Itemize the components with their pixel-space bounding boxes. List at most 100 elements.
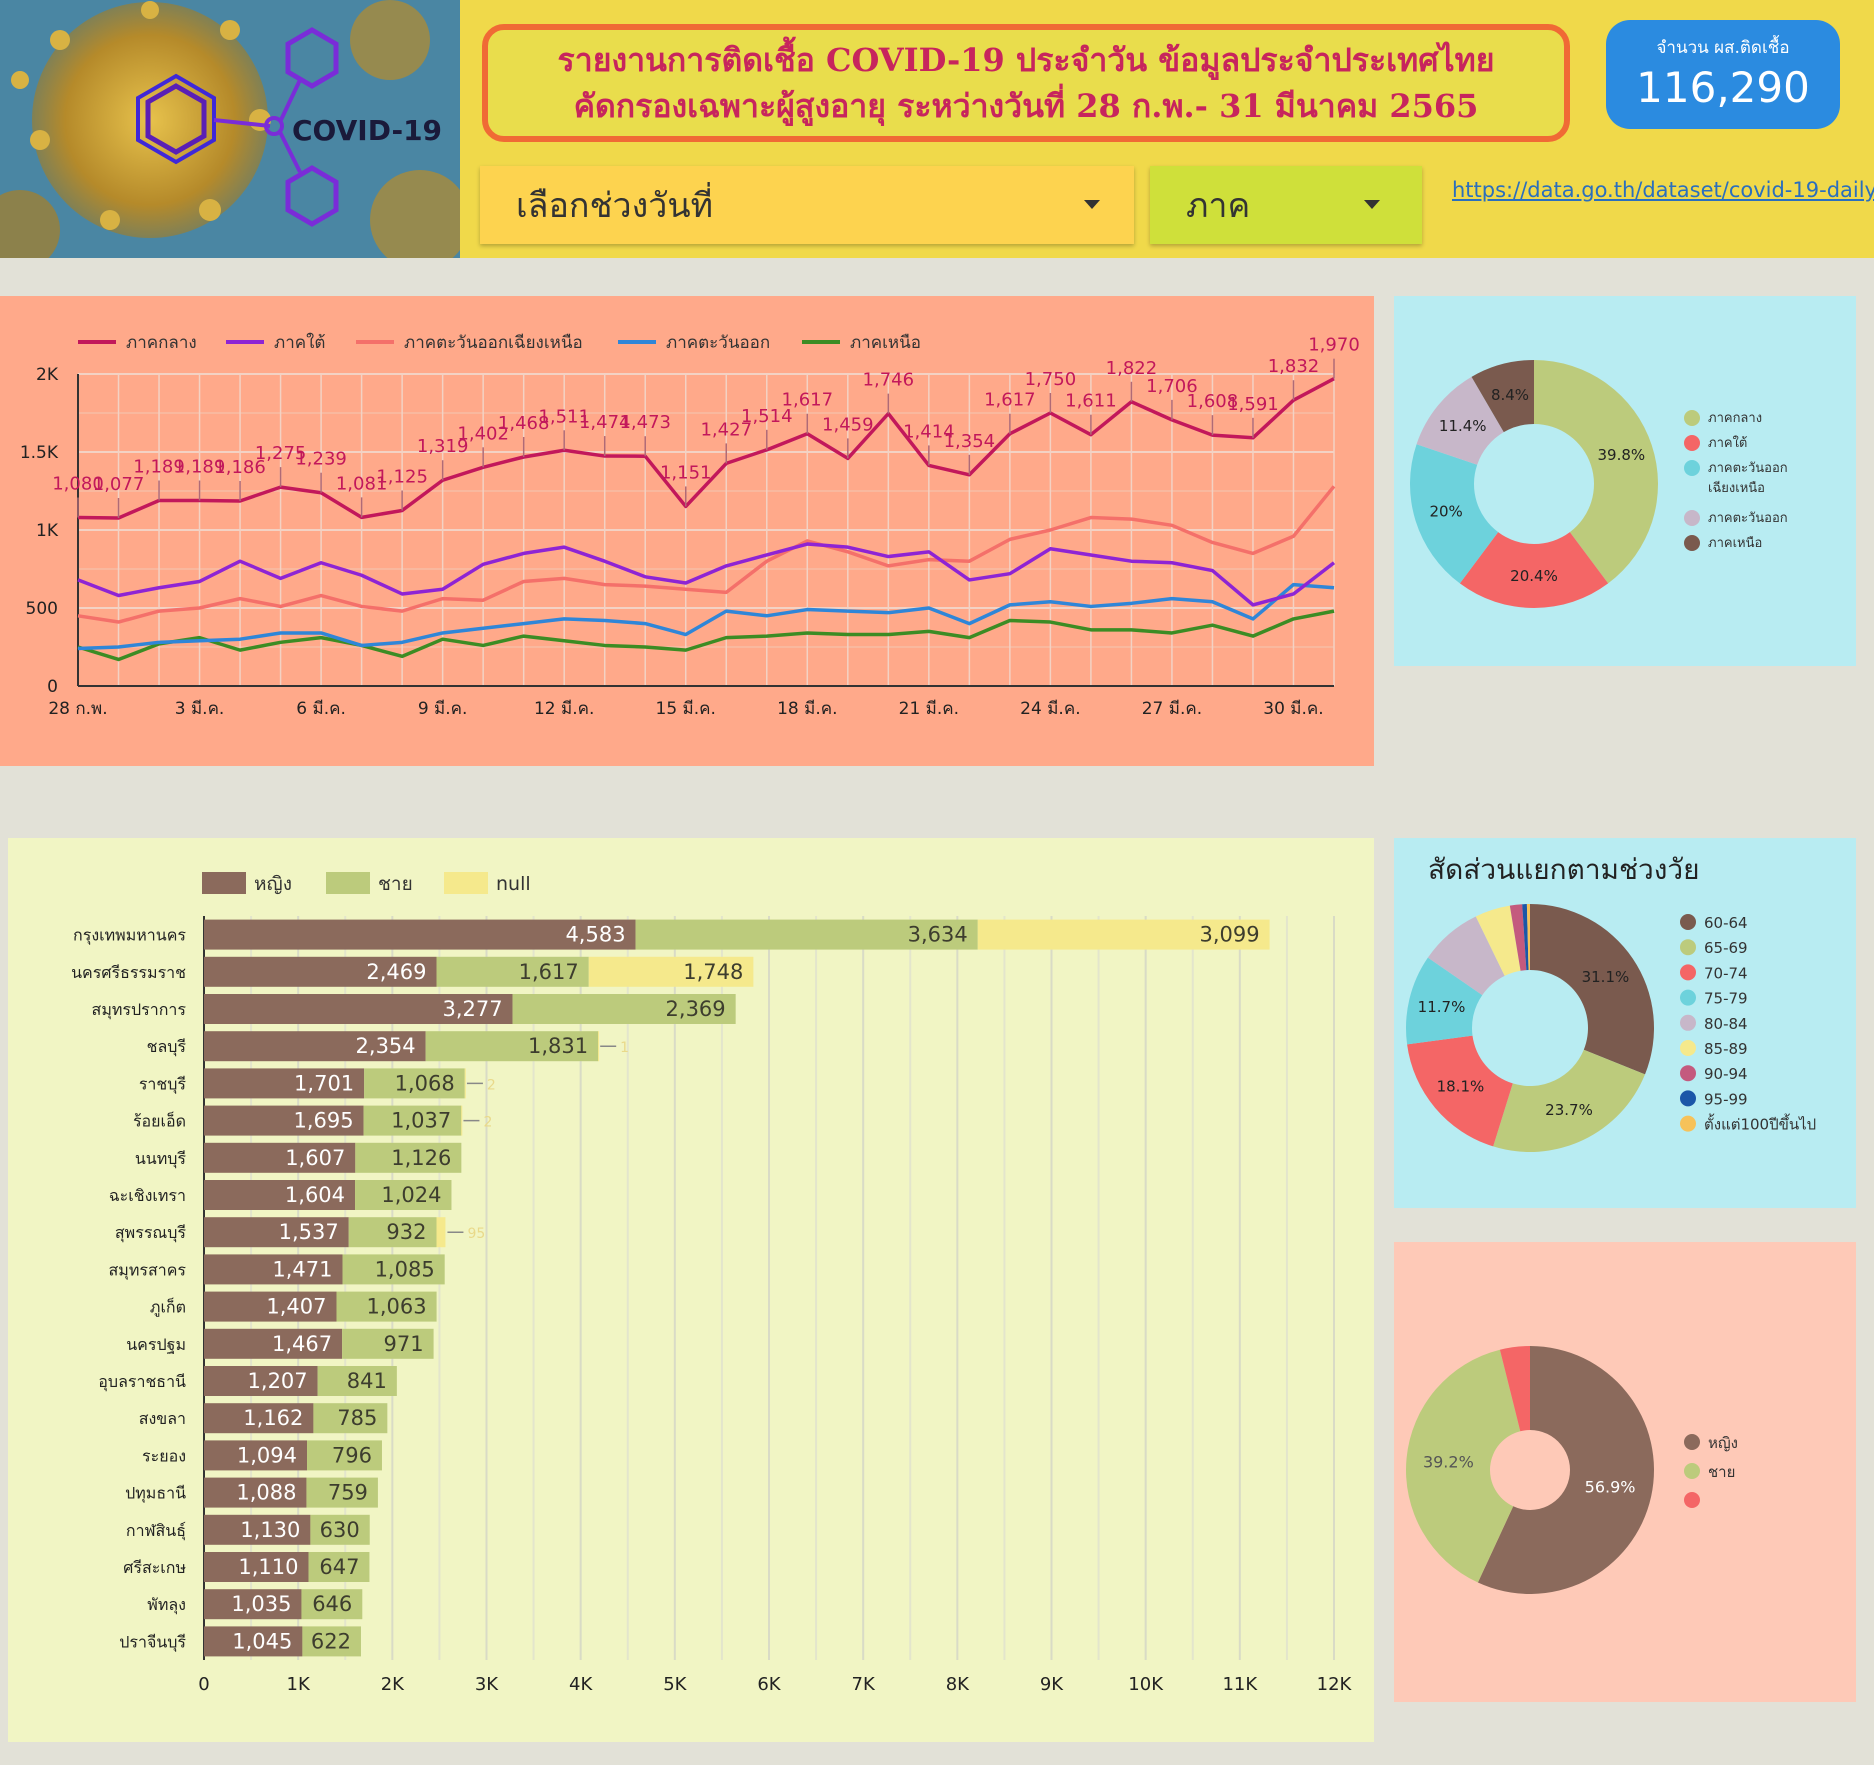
infected-count-value: 116,290	[1636, 63, 1810, 112]
bar-segment	[204, 1589, 302, 1620]
bar-value-label: 796	[332, 1443, 372, 1467]
bar-value-label: 622	[311, 1629, 351, 1653]
age-legend-swatch	[1680, 1115, 1696, 1132]
bar-value-label: 1	[620, 1040, 629, 1056]
legend-label: ภาคตะวันออกเฉียงเหนือ	[404, 333, 583, 353]
bar-value-label: 3,634	[908, 923, 968, 947]
age-legend-label: 85-89	[1704, 1040, 1748, 1058]
bar-segment	[342, 1254, 445, 1285]
data-source-link[interactable]: https://data.go.th/dataset/covid-19-dail…	[1452, 178, 1874, 202]
data-label: 1,750	[1025, 369, 1077, 390]
x-tick-label: 3K	[475, 1674, 499, 1695]
legend-label: ภาคเหนือ	[850, 333, 921, 353]
region-dropdown-label: ภาค	[1186, 186, 1251, 226]
bar-value-label: 1,126	[391, 1146, 451, 1170]
age-legend-swatch	[1680, 964, 1696, 981]
x-tick-label: 24 มี.ค.	[1020, 699, 1080, 719]
bar-segment	[436, 956, 589, 987]
bar-value-label: 1,407	[266, 1295, 326, 1319]
bar-value-label: 1,604	[285, 1183, 345, 1207]
bar-value-label: 785	[337, 1406, 377, 1430]
y-tick-label: 500	[26, 599, 58, 619]
gender-legend-label: หญิง	[1708, 1434, 1738, 1452]
bar-legend-swatch	[444, 872, 488, 894]
bar-segment	[363, 1105, 462, 1136]
x-tick-label: 10K	[1128, 1674, 1164, 1695]
bar-segment	[348, 1217, 437, 1248]
chevron-down-icon	[1364, 200, 1380, 209]
region-legend-label: ภาคตะวันออก	[1708, 461, 1788, 476]
report-title-line2: คัดกรองเฉพาะผู้สูงอายุ ระหว่างวันที่ 28 …	[573, 87, 1479, 125]
data-label: 1,077	[93, 474, 145, 495]
data-label: 1,970	[1308, 335, 1360, 356]
bar-value-label: 1,088	[236, 1481, 296, 1505]
bar-value-label: 1,068	[395, 1071, 455, 1095]
data-label: 1,354	[944, 431, 996, 452]
bar-value-label: 1,037	[391, 1109, 451, 1133]
covid-logo-image: COVID-19	[0, 0, 460, 258]
category-label: ชลบุรี	[147, 1037, 187, 1057]
bar-segment	[204, 1180, 356, 1210]
x-tick-label: 1K	[287, 1674, 311, 1695]
bar-legend-label: หญิง	[254, 873, 292, 895]
region-dropdown[interactable]: ภาค	[1150, 166, 1422, 244]
region-legend-label: เฉียงเหนือ	[1708, 480, 1765, 496]
region-pct-label: 20%	[1429, 502, 1462, 520]
region-legend-swatch	[1684, 510, 1700, 526]
bar-value-label: 2,369	[666, 997, 726, 1021]
age-pct-label: 31.1%	[1582, 968, 1630, 986]
bar-value-label: 1,748	[683, 960, 743, 984]
region-slice	[1416, 376, 1504, 465]
age-slice	[1475, 905, 1521, 976]
infected-count-card: จำนวน ผส.ติดเชื้อ 116,290	[1606, 20, 1840, 129]
age-legend-label: 80-84	[1704, 1015, 1748, 1033]
y-tick-label: 2K	[36, 365, 59, 385]
bar-segment	[301, 1589, 363, 1620]
category-label: สมุทรสาคร	[109, 1260, 187, 1280]
series-line	[77, 377, 1335, 520]
x-tick-label: 8K	[946, 1674, 970, 1695]
gender-pct-label: 56.9%	[1585, 1478, 1636, 1497]
bar-segment	[204, 1477, 307, 1508]
region-legend-label: ภาคตะวันออก	[1708, 511, 1788, 526]
region-legend-swatch	[1684, 535, 1700, 551]
series-line	[77, 485, 1336, 624]
region-legend-swatch	[1684, 460, 1700, 476]
region-pct-label: 39.8%	[1597, 446, 1645, 464]
bar-value-label: 1,607	[285, 1146, 345, 1170]
bar-segment	[204, 1068, 365, 1099]
age-legend-swatch	[1680, 939, 1696, 956]
age-slice	[1427, 916, 1505, 996]
age-slice	[1407, 1035, 1513, 1147]
line-chart-svg: ภาคกลาง ภาคใต้ ภาคตะวันออกเฉียงเหนือ ภาคตะว…	[20, 332, 1360, 719]
series-line	[77, 609, 1335, 662]
date-range-dropdown[interactable]: เลือกช่วงวันที่	[480, 166, 1134, 244]
data-label: 1,125	[376, 467, 428, 488]
data-label: 1,189	[133, 457, 185, 478]
x-tick-label: 27 มี.ค.	[1142, 699, 1202, 719]
gender-slice	[1499, 1346, 1530, 1432]
bar-segment	[204, 1514, 311, 1545]
bar-segment	[461, 1105, 463, 1136]
daily-cases-by-region-line-chart: ภาคกลาง ภาคใต้ ภาคตะวันออกเฉียงเหนือ ภาคตะว…	[0, 296, 1374, 766]
category-label: สุพรรณบุรี	[115, 1223, 187, 1243]
bar-segment	[204, 956, 437, 987]
bar-segment	[512, 994, 736, 1024]
bar-value-label: 1,831	[528, 1034, 588, 1058]
data-label: 1,474	[579, 412, 631, 433]
region-pct-label: 20.4%	[1510, 567, 1558, 585]
bar-value-label: 1,024	[381, 1183, 441, 1207]
region-legend-swatch	[1684, 410, 1700, 426]
data-label: 1,473	[619, 412, 671, 433]
region-slice	[1534, 360, 1658, 584]
age-group-pie-chart: สัดส่วนแยกตามช่วงวัย 31.1% 23.7% 18.1% 11.7…	[1394, 838, 1856, 1208]
report-title-box: รายงานการติดเชื้อ COVID-19 ประจำวัน ข้อม…	[482, 24, 1570, 142]
data-label: 1,189	[174, 457, 226, 478]
data-label: 1,275	[255, 443, 307, 464]
bar-value-label: 1,085	[375, 1257, 435, 1281]
series-line	[77, 582, 1335, 651]
age-legend-label: 90-94	[1704, 1065, 1748, 1083]
report-title-line1: รายงานการติดเชื้อ COVID-19 ประจำวัน ข้อม…	[557, 41, 1495, 79]
region-share-pie-chart: 39.8% 20.4% 20% 11.4% 8.4% ภาคกลาง ภาคใต้ ภาคตะ…	[1394, 296, 1856, 666]
bar-value-label: 3,277	[442, 997, 502, 1021]
